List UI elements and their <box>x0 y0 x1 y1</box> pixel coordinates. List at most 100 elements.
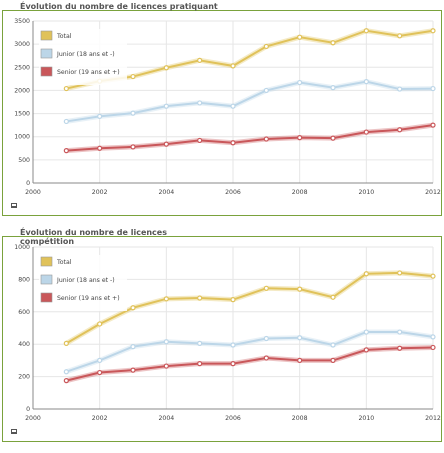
data-point[interactable] <box>163 363 169 369</box>
data-point[interactable] <box>97 357 103 364</box>
chart-panel-pratiquant: Évolution du nombre de licences pratiqua… <box>2 2 442 216</box>
data-point[interactable] <box>430 85 436 92</box>
chart-title: Évolution du nombre de licences pratiqua… <box>20 2 218 11</box>
x-tick-label: 2010 <box>358 189 374 196</box>
data-point[interactable] <box>363 347 369 353</box>
y-tick-label: 2500 <box>14 64 30 71</box>
series-line-senior-19-ans-et <box>66 346 434 382</box>
data-point[interactable] <box>63 378 69 384</box>
data-point[interactable] <box>97 369 103 376</box>
series-line-total <box>66 29 434 90</box>
data-point[interactable] <box>297 135 303 141</box>
data-point[interactable] <box>297 357 303 364</box>
data-point[interactable] <box>397 127 403 133</box>
y-tick-label: 200 <box>18 374 30 381</box>
data-point[interactable] <box>163 339 169 345</box>
data-point[interactable] <box>163 296 169 302</box>
data-point[interactable] <box>63 148 69 154</box>
data-point[interactable] <box>230 63 236 69</box>
line-chart-pratiquant: 0 500 1000 1500 2000 2500 3000 3500 2000 2002 2004… <box>14 18 441 196</box>
data-point[interactable] <box>363 271 369 277</box>
data-point[interactable] <box>163 65 169 71</box>
data-point[interactable] <box>97 113 103 119</box>
data-point[interactable] <box>430 28 436 34</box>
data-point[interactable] <box>297 335 303 341</box>
x-tick-label: 2000 <box>25 189 41 196</box>
data-point[interactable] <box>197 361 203 367</box>
legend-label: Junior (18 ans et -) <box>56 277 115 284</box>
data-point[interactable] <box>197 57 203 63</box>
data-point[interactable] <box>230 140 236 146</box>
data-point[interactable] <box>397 270 403 276</box>
data-point[interactable] <box>363 28 369 34</box>
data-point[interactable] <box>163 141 169 147</box>
data-point[interactable] <box>197 137 203 144</box>
data-point[interactable] <box>197 100 203 106</box>
data-point[interactable] <box>97 321 103 327</box>
data-point[interactable] <box>197 340 203 346</box>
data-point[interactable] <box>63 118 69 125</box>
x-tick-label: 2004 <box>158 189 174 196</box>
data-point[interactable] <box>263 87 269 94</box>
data-point[interactable] <box>363 79 369 85</box>
data-point[interactable] <box>397 345 403 351</box>
chart-title: Évolution du nombre de licences compétit… <box>20 228 167 246</box>
x-tick-label: 2002 <box>92 189 108 196</box>
data-point[interactable] <box>197 295 203 301</box>
data-point[interactable] <box>363 329 369 335</box>
data-point[interactable] <box>130 305 136 311</box>
data-point[interactable] <box>63 85 69 92</box>
data-point[interactable] <box>297 286 303 292</box>
data-point[interactable] <box>130 367 136 373</box>
legend-swatch-senior-19-ans-et <box>40 66 53 77</box>
legend-swatch-junior-18-ans-et <box>40 48 53 59</box>
data-point[interactable] <box>330 342 336 348</box>
data-point[interactable] <box>263 355 269 361</box>
data-point[interactable] <box>363 129 369 135</box>
data-point[interactable] <box>330 135 336 141</box>
data-point[interactable] <box>263 335 269 342</box>
data-point[interactable] <box>130 73 136 80</box>
data-point[interactable] <box>430 122 436 128</box>
data-point[interactable] <box>263 43 269 50</box>
data-point[interactable] <box>163 103 169 109</box>
x-tick-label: 2008 <box>292 189 308 196</box>
data-point[interactable] <box>63 369 69 375</box>
x-tick-label: 2006 <box>225 415 241 422</box>
y-tick-label: 3000 <box>14 41 30 48</box>
data-point[interactable] <box>230 103 236 109</box>
data-point[interactable] <box>230 297 236 303</box>
data-point[interactable] <box>297 79 303 86</box>
data-point[interactable] <box>130 110 136 116</box>
y-tick-label: 800 <box>18 276 30 283</box>
y-tick-label: 3500 <box>14 18 30 25</box>
data-point[interactable] <box>297 34 303 40</box>
data-point[interactable] <box>330 40 336 46</box>
legend-label: Senior (19 ans et +) <box>57 69 120 76</box>
data-point[interactable] <box>130 344 136 350</box>
data-point[interactable] <box>330 294 336 300</box>
data-point[interactable] <box>230 361 236 367</box>
legend-swatch-senior-19-ans-et <box>40 292 53 303</box>
data-point[interactable] <box>430 344 436 351</box>
data-point[interactable] <box>397 86 403 92</box>
data-point[interactable] <box>63 340 69 346</box>
data-point[interactable] <box>130 144 136 150</box>
data-point[interactable] <box>330 85 336 91</box>
data-point[interactable] <box>97 145 103 151</box>
data-point[interactable] <box>430 334 436 340</box>
legend-swatch-total <box>40 30 53 41</box>
data-point[interactable] <box>397 329 403 335</box>
data-point[interactable] <box>263 285 269 291</box>
data-point[interactable] <box>397 33 403 39</box>
legend-box <box>39 29 127 85</box>
x-tick-label: 2002 <box>92 415 108 422</box>
data-point[interactable] <box>230 342 236 348</box>
y-tick-label: 0 <box>26 180 30 187</box>
data-point[interactable] <box>263 136 269 142</box>
export-icon[interactable] <box>11 429 17 434</box>
data-point[interactable] <box>430 273 436 279</box>
legend-swatch-total <box>40 256 53 267</box>
data-point[interactable] <box>330 357 336 364</box>
export-icon[interactable] <box>11 203 17 208</box>
